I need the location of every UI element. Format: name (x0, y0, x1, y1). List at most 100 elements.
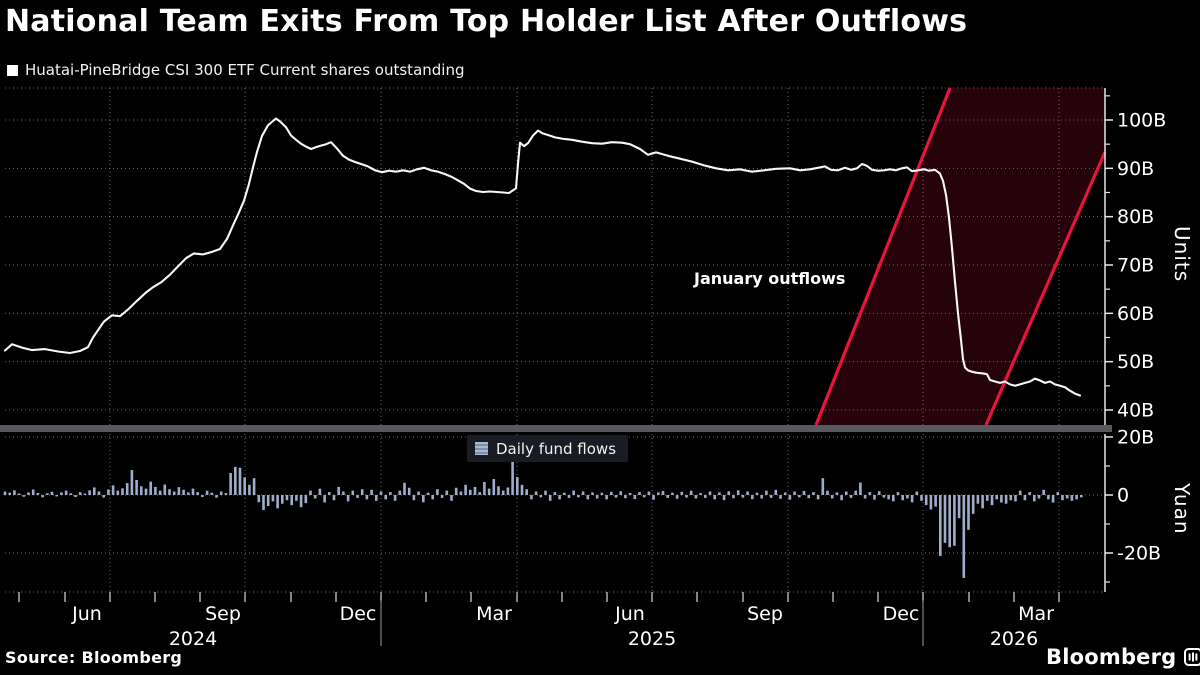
x-tick-label: Jun (71, 603, 102, 625)
fund-flow-bar (624, 495, 627, 498)
fund-flow-bar (751, 495, 754, 499)
fund-flow-bar (746, 492, 749, 495)
fund-flow-bar (629, 493, 632, 495)
fund-flow-bar (807, 495, 810, 498)
fund-flow-bar (535, 492, 538, 495)
fund-flow-bar (70, 493, 73, 495)
fund-flow-bar (516, 477, 519, 495)
fund-flow-bar (981, 495, 984, 508)
source-credit: Source: Bloomberg (5, 648, 182, 667)
fund-flow-bar (953, 495, 956, 546)
fund-flow-bar (276, 495, 279, 508)
fund-flow-bar (102, 495, 105, 498)
fund-flow-bar (958, 495, 961, 518)
fund-flow-bar (1014, 495, 1017, 501)
fund-flow-bar (455, 488, 458, 495)
fund-flow-bar (225, 493, 228, 495)
fund-flow-bar (88, 490, 91, 495)
fund-flow-bar (521, 485, 524, 495)
fund-flow-bar (483, 482, 486, 495)
fund-flow-bar (991, 495, 994, 505)
fund-flow-bar (352, 491, 355, 495)
fund-flow-bar (51, 492, 54, 495)
fund-flow-bar (732, 495, 735, 498)
fund-flow-bar (1033, 495, 1036, 501)
fund-flow-bar (41, 495, 44, 497)
y-tick-label: 90B (1117, 158, 1154, 180)
fund-flow-bar (540, 495, 543, 497)
fund-flow-bar (638, 492, 641, 495)
fund-flow-bar (916, 492, 919, 495)
line-series-legend: Huatai-PineBridge CSI 300 ETF Current sh… (7, 61, 464, 79)
fund-flow-bar (676, 495, 679, 499)
fund-flow-bar (319, 489, 322, 495)
fund-flow-bar (502, 491, 505, 495)
bottom-axis-unit-label: Yuan (1170, 483, 1194, 535)
fund-flow-bar (305, 495, 308, 503)
fund-flow-bar (572, 491, 575, 495)
fund-flow-bar (60, 492, 63, 495)
fund-flow-bar (18, 494, 21, 495)
fund-flow-bar (206, 491, 209, 495)
fund-flow-bar (323, 495, 326, 503)
fund-flow-bar (812, 492, 815, 495)
fund-flow-bar (685, 495, 688, 498)
fund-flow-bar (671, 493, 674, 495)
fund-flow-bar (530, 495, 533, 499)
fund-flow-bar (887, 495, 890, 499)
fund-flow-bar (906, 495, 909, 498)
fund-flow-bar (892, 495, 895, 501)
fund-flow-bar (464, 485, 467, 495)
fund-flow-bar (878, 491, 881, 495)
fund-flow-bar (1024, 495, 1027, 500)
fund-flow-bar (234, 467, 237, 495)
fund-flow-bar (27, 492, 30, 495)
fund-flow-bar (375, 495, 378, 501)
fund-flow-bar (854, 491, 857, 495)
y-tick-label: 80B (1117, 206, 1154, 228)
y-tick-label: 60B (1117, 303, 1154, 325)
bar-series-legend-label: Daily fund flows (496, 440, 616, 458)
fund-flow-bar (587, 495, 590, 499)
striped-square-legend-icon (475, 442, 488, 455)
fund-flow-bar (140, 486, 143, 495)
fund-flow-bar (478, 492, 481, 495)
fund-flow-bar (309, 491, 312, 495)
fund-flow-bar (610, 492, 613, 495)
fund-flow-bar (760, 495, 763, 498)
fund-flow-bar (187, 492, 190, 495)
fund-flow-bar (558, 495, 561, 499)
fund-flow-bar (596, 495, 599, 498)
fund-flow-bar (441, 495, 444, 498)
fund-flow-bar (657, 492, 660, 495)
fund-flow-bar (220, 492, 223, 495)
fund-flow-bar (859, 483, 862, 495)
fund-flow-bar (1066, 495, 1069, 498)
fund-flow-bar (897, 492, 900, 495)
x-tick-label: Dec (883, 603, 920, 625)
fund-flow-bar (488, 489, 491, 495)
fund-flow-bar (474, 487, 477, 495)
fund-flow-bar (563, 493, 566, 495)
fund-flow-bar (713, 495, 716, 499)
fund-flow-bar (65, 491, 68, 495)
fund-flow-bar (300, 495, 303, 507)
fund-flow-bar (399, 491, 402, 495)
fund-flow-bar (709, 492, 712, 495)
fund-flow-bar (1080, 495, 1083, 497)
fund-flow-bar (215, 495, 218, 498)
fund-flow-bar (666, 495, 669, 498)
y-tick-label: -20B (1117, 543, 1161, 565)
line-series-legend-label: Huatai-PineBridge CSI 300 ETF Current sh… (25, 61, 464, 79)
january-outflows-annotation: January outflows (694, 269, 845, 288)
fund-flow-bar (413, 495, 416, 500)
fund-flow-bar (582, 492, 585, 495)
x-tick-label: Jun (614, 603, 645, 625)
fund-flow-bar (370, 490, 373, 495)
panel-divider (0, 425, 1112, 432)
fund-flow-bar (356, 495, 359, 498)
fund-flow-bar (840, 495, 843, 500)
fund-flow-bar (1057, 492, 1060, 495)
fund-flow-bar (394, 495, 397, 501)
fund-flow-bar (427, 493, 430, 495)
